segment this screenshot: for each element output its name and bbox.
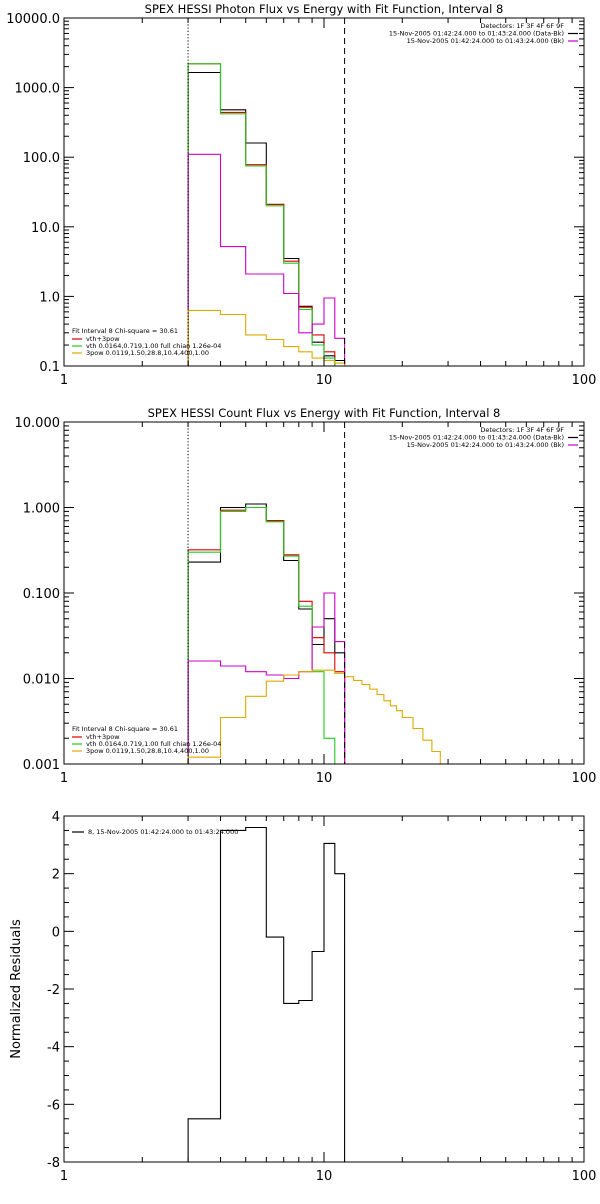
series-group bbox=[187, 503, 449, 764]
y-tick-label: 1000.0 bbox=[15, 82, 61, 97]
header-line-2: 15-Nov-2005 01:42:24.000 to 01:43:24.000… bbox=[389, 434, 564, 442]
y-tick-label: 0.010 bbox=[23, 673, 60, 688]
series-line-4 bbox=[187, 153, 346, 366]
series-group bbox=[187, 63, 346, 366]
y-axis-label: Normalized Residuals bbox=[9, 919, 24, 1059]
legend-entry-3: 3pow 0.0119,1.50,28.8,10.4,400,1.00 bbox=[86, 349, 209, 357]
header-line-3: 15-Nov-2005 01:42:24.000 to 01:43:24.000… bbox=[407, 37, 564, 45]
legend-entry-2: vth 0.0164,0.719,1.00 full chian 1.26e-0… bbox=[86, 342, 221, 350]
y-tick-label: 1.000 bbox=[23, 502, 60, 517]
series-line-1 bbox=[187, 503, 346, 764]
series-line-3 bbox=[187, 63, 345, 366]
y-tick-label: -4 bbox=[47, 1041, 60, 1056]
chart-panel-2: SPEX HESSI Count Flux vs Energy with Fit… bbox=[15, 406, 597, 786]
y-tick-label: 0 bbox=[52, 925, 60, 940]
legend-entry-2: vth 0.0164,0.719,1.00 full chian 1.26e-0… bbox=[86, 740, 221, 748]
legend-entry-3: 3pow 0.0119,1.50,28.8,10.4,400,1.00 bbox=[86, 747, 209, 755]
y-tick-label: -2 bbox=[47, 983, 60, 998]
series-group bbox=[187, 826, 346, 1162]
chart-title: SPEX HESSI Count Flux vs Energy with Fit… bbox=[148, 406, 501, 420]
fit-label: Fit Interval 8 Chi-square = 30.61 bbox=[72, 725, 178, 733]
header-line-1: Detectors: 1F 3F 4F 6F 9F bbox=[480, 426, 564, 434]
chart-panel-3: 1 10 100 -8 -6 -4 -2 0 2 4 Normalized Residuals 8, … bbox=[9, 810, 596, 1184]
y-tick-label: -6 bbox=[47, 1098, 60, 1113]
x-tick-label: 1 bbox=[60, 373, 68, 388]
x-tick-label: 1 bbox=[60, 1169, 68, 1184]
series-line-4 bbox=[187, 592, 346, 764]
y-tick-label: 2 bbox=[52, 868, 60, 883]
y-tick-label: 10.0 bbox=[31, 221, 60, 236]
y-tick-label: 100.0 bbox=[23, 151, 60, 166]
series-line-2 bbox=[187, 63, 345, 366]
series-line-3 bbox=[187, 506, 336, 764]
chart-panel-1: SPEX HESSI Photon Flux vs Energy with Fi… bbox=[6, 2, 596, 388]
y-tick-label: 0.100 bbox=[23, 587, 60, 602]
header-line-2: 15-Nov-2005 01:42:24.000 to 01:43:24.000… bbox=[389, 30, 564, 38]
residual-legend-label: 8, 15-Nov-2005 01:42:24.000 to 01:43:24.… bbox=[88, 828, 238, 836]
fit-label: Fit Interval 8 Chi-square = 30.61 bbox=[72, 327, 178, 335]
legend-entry-1: vth+3pow bbox=[86, 335, 120, 343]
y-tick-label: 10000.0 bbox=[6, 12, 60, 27]
y-tick-label: 0.1 bbox=[39, 360, 60, 375]
x-tick-label: 10 bbox=[316, 373, 333, 388]
x-tick-label: 100 bbox=[572, 1169, 597, 1184]
x-tick-label: 10 bbox=[316, 771, 333, 786]
y-tick-label: 1.0 bbox=[39, 290, 60, 305]
series-line-1 bbox=[187, 826, 346, 1162]
header-line-1: Detectors: 1F 3F 4F 6F 9F bbox=[480, 22, 564, 30]
x-tick-label: 100 bbox=[572, 373, 597, 388]
series-line-1 bbox=[187, 71, 346, 366]
x-tick-label: 100 bbox=[572, 771, 597, 786]
y-tick-label: 4 bbox=[52, 810, 60, 825]
header-line-3: 15-Nov-2005 01:42:24.000 to 01:43:24.000… bbox=[407, 441, 564, 449]
chart-title: SPEX HESSI Photon Flux vs Energy with Fi… bbox=[145, 2, 504, 16]
y-tick-label: -8 bbox=[47, 1156, 60, 1171]
x-tick-label: 1 bbox=[60, 771, 68, 786]
x-tick-label: 10 bbox=[316, 1169, 333, 1184]
series-line-5 bbox=[187, 669, 449, 764]
y-tick-label: 0.001 bbox=[23, 758, 60, 773]
series-line-5 bbox=[187, 309, 346, 366]
y-tick-label: 10.000 bbox=[15, 416, 61, 431]
legend-entry-1: vth+3pow bbox=[86, 733, 120, 741]
series-line-2 bbox=[187, 506, 346, 764]
